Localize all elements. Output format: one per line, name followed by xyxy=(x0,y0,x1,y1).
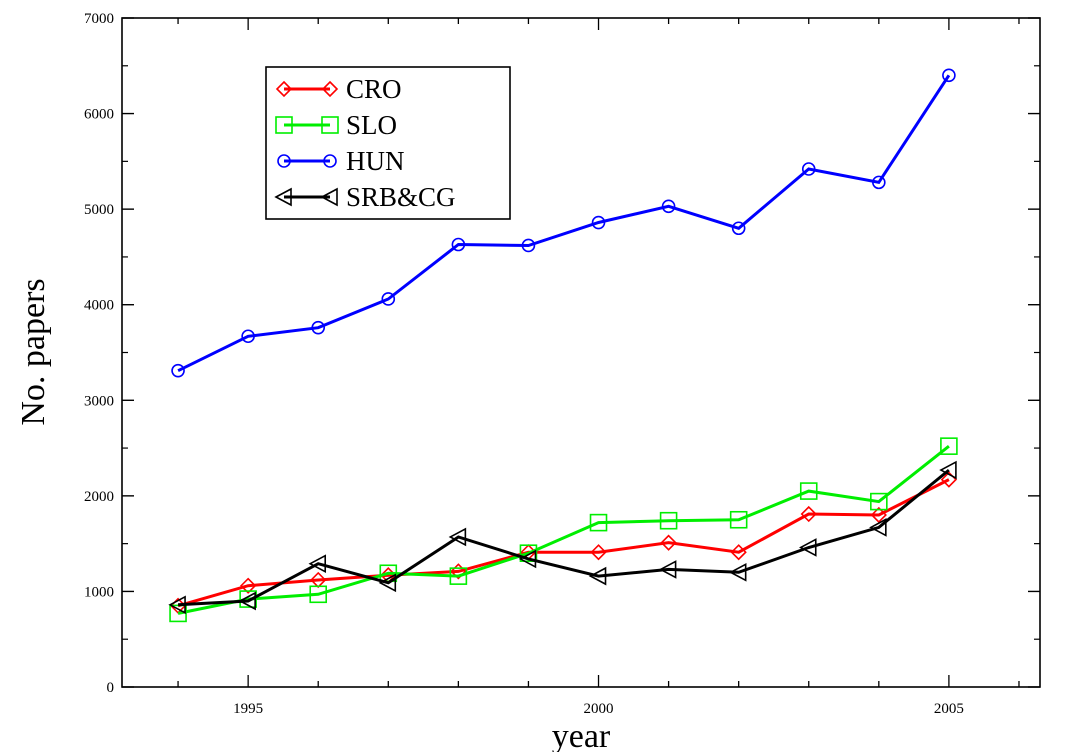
triangle-marker xyxy=(588,566,607,586)
triangle-marker xyxy=(799,538,817,557)
x-tick-label: 2000 xyxy=(584,701,614,717)
triangle-marker xyxy=(238,591,256,611)
square-marker xyxy=(449,567,468,585)
legend: CRO SLO HUN SRB&CG xyxy=(265,66,511,220)
circle-marker xyxy=(591,215,606,230)
y-tick-label: 2000 xyxy=(84,489,114,505)
y-tick-label: 6000 xyxy=(84,107,114,123)
series-line-srb-cg xyxy=(178,468,950,607)
legend-item-cro: CRO xyxy=(275,74,402,104)
legend-item-hun: HUN xyxy=(277,146,405,176)
x-axis-title: year xyxy=(552,718,611,752)
triangle-marker xyxy=(274,187,292,207)
diamond-marker xyxy=(590,544,607,561)
triangle-marker xyxy=(308,554,327,574)
y-tick-label: 0 xyxy=(107,680,115,696)
x-tick-label: 1995 xyxy=(233,701,263,717)
square-marker xyxy=(275,116,293,134)
diamond-marker xyxy=(730,544,747,561)
circle-marker xyxy=(311,320,326,335)
series-cro xyxy=(169,471,958,614)
square-marker xyxy=(659,511,678,530)
square-marker xyxy=(321,116,339,134)
circle-marker xyxy=(323,154,337,168)
triangle-marker xyxy=(869,518,887,537)
series-line-hun xyxy=(177,74,951,373)
square-marker xyxy=(169,604,187,623)
square-marker xyxy=(519,544,538,563)
x-tick-label: 2005 xyxy=(934,701,964,717)
square-marker xyxy=(309,585,328,604)
triangle-marker xyxy=(320,187,338,207)
y-tick-label: 3000 xyxy=(84,393,114,409)
diamond-marker xyxy=(800,505,817,523)
square-marker xyxy=(729,510,748,529)
circle-marker xyxy=(171,363,185,378)
series-line-slo xyxy=(177,445,950,615)
diamond-marker xyxy=(275,80,293,98)
square-marker xyxy=(940,437,958,455)
legend-label: SLO xyxy=(346,110,397,140)
square-marker xyxy=(239,590,257,608)
circle-marker xyxy=(731,221,746,236)
series-srb-cg xyxy=(168,460,957,615)
series-layer xyxy=(168,68,958,623)
triangle-marker xyxy=(728,562,747,582)
diamond-marker xyxy=(870,506,887,524)
circle-marker xyxy=(241,329,255,344)
legend-box xyxy=(265,66,511,220)
legend-label: SRB&CG xyxy=(346,182,456,212)
circle-marker xyxy=(942,68,956,83)
diamond-marker xyxy=(321,80,339,98)
diamond-marker xyxy=(450,563,467,580)
legend-label: CRO xyxy=(346,74,402,104)
circle-marker xyxy=(872,175,886,190)
series-slo xyxy=(169,437,958,623)
circle-marker xyxy=(801,162,816,176)
square-marker xyxy=(870,492,888,511)
circle-marker xyxy=(277,154,291,168)
circle-marker xyxy=(661,199,676,214)
triangle-marker xyxy=(658,560,677,579)
y-tick-label: 7000 xyxy=(84,11,114,27)
legend-label: HUN xyxy=(346,146,405,176)
y-tick-label: 1000 xyxy=(84,584,114,600)
triangle-marker xyxy=(518,549,537,569)
triangle-marker xyxy=(448,527,467,547)
circle-marker xyxy=(381,292,396,306)
triangle-marker xyxy=(168,595,186,615)
triangle-marker xyxy=(378,573,397,593)
diamond-marker xyxy=(660,534,677,551)
y-tick-label: 5000 xyxy=(84,202,114,218)
square-marker xyxy=(799,482,818,500)
y-axis-title: No. papers xyxy=(15,278,52,425)
triangle-marker xyxy=(939,460,957,480)
circle-marker xyxy=(451,237,466,252)
legend-item-srb-cg: SRB&CG xyxy=(274,182,456,212)
axis-layer: 0 1000 2000 3000 4000 5000 6000 7000 1995 2000 200… xyxy=(84,11,1040,717)
legend-item-slo: SLO xyxy=(275,110,397,140)
series-line-cro xyxy=(177,478,950,608)
y-tick-label: 4000 xyxy=(84,298,114,314)
diamond-marker xyxy=(240,577,257,594)
circle-marker xyxy=(521,238,536,253)
square-marker xyxy=(589,513,608,532)
series-hun xyxy=(171,68,956,378)
